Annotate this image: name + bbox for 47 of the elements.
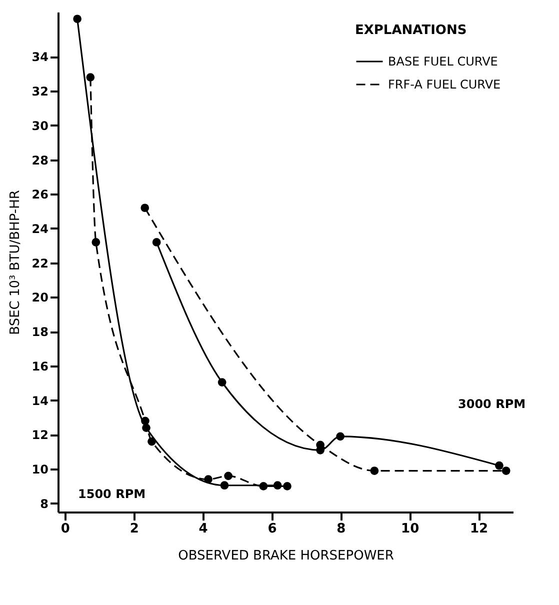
point — [495, 461, 504, 470]
y-tick-label: 30 — [32, 118, 48, 133]
point — [204, 475, 212, 484]
x-tick-label: 2 — [130, 522, 139, 536]
y-axis-title: BSEC 10³ BTU/BHP-HR — [8, 190, 23, 335]
x-tick-label: 8 — [336, 522, 346, 536]
point — [152, 238, 161, 246]
point — [220, 481, 229, 490]
y-tick-label: 16 — [32, 359, 48, 374]
point — [73, 14, 82, 24]
x-tick-label: 10 — [401, 522, 420, 536]
legend-label: BASE FUEL CURVE — [388, 54, 498, 68]
y-tick-label: 20 — [32, 290, 48, 305]
legend-title: EXPLANATIONS — [355, 23, 467, 38]
point — [142, 424, 150, 432]
point — [140, 204, 150, 212]
y-tick-label: 22 — [32, 256, 48, 270]
point — [283, 482, 292, 490]
x-tick-label: 4 — [198, 522, 208, 536]
annotation: 3000 RPM — [458, 397, 526, 411]
y-tick-label: 14 — [32, 394, 48, 408]
point — [370, 466, 379, 475]
y-tick-label: 32 — [32, 84, 48, 99]
annotation: 1500 RPM — [78, 487, 146, 501]
point — [259, 482, 268, 490]
point — [92, 238, 100, 246]
y-tick-label: 12 — [32, 428, 48, 442]
point — [224, 472, 232, 480]
y-tick-label: 26 — [32, 188, 48, 202]
point — [141, 416, 150, 426]
point — [273, 481, 282, 490]
y-tick-label: 24 — [32, 222, 48, 236]
y-tick-label: 28 — [32, 153, 48, 168]
x-tick-label: 12 — [470, 522, 488, 536]
point — [148, 437, 156, 446]
x-tick-label: 0 — [60, 522, 70, 536]
x-axis-title: OBSERVED BRAKE HORSEPOWER — [178, 548, 394, 564]
y-tick-label: 18 — [32, 325, 48, 340]
legend-label: FRF-A FUEL CURVE — [388, 78, 501, 92]
point — [502, 466, 510, 475]
x-tick-label: 6 — [268, 522, 277, 536]
y-tick-label: 34 — [32, 50, 48, 64]
point — [336, 432, 344, 441]
point — [218, 378, 226, 386]
y-tick-label: 8 — [40, 496, 48, 511]
point — [86, 73, 95, 82]
y-tick-label: 10 — [32, 462, 48, 477]
